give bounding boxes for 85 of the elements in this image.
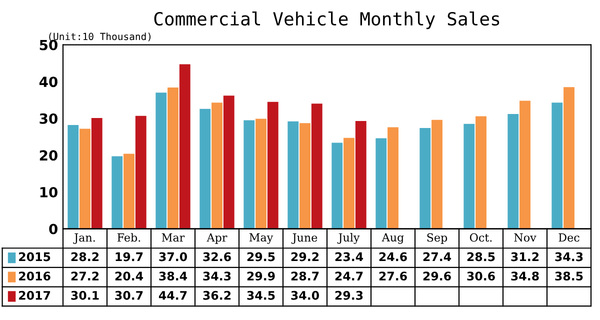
x-tick-label: Aug <box>382 233 404 244</box>
bar <box>300 123 310 229</box>
bar <box>476 116 486 229</box>
data-label: 30.1 <box>71 290 99 300</box>
bar <box>376 138 387 229</box>
x-tick-label: Sep <box>427 233 448 244</box>
x-tick-label: Oct. <box>470 233 492 242</box>
bar <box>388 127 398 229</box>
bar <box>135 116 146 229</box>
data-label: 29.3 <box>335 290 363 300</box>
bar <box>80 128 90 229</box>
y-tick-label: 30 <box>40 113 58 124</box>
data-label: 34.8 <box>511 272 539 281</box>
data-label: 31.2 <box>511 252 539 262</box>
legend-label: 2015 <box>19 252 50 262</box>
data-label: 34.3 <box>203 272 231 281</box>
data-label: 24.6 <box>379 252 407 262</box>
data-label: 28.7 <box>291 272 319 281</box>
bar <box>552 102 563 229</box>
x-tick-label: Jan. <box>73 233 95 244</box>
bar <box>564 87 574 229</box>
data-label: 29.5 <box>247 252 275 262</box>
data-label: 29.9 <box>247 272 275 281</box>
bar <box>344 138 354 229</box>
bar <box>332 142 343 229</box>
y-tick-label: 10 <box>40 186 58 198</box>
bar <box>520 100 530 229</box>
data-label: 28.5 <box>467 252 495 262</box>
bar <box>200 108 211 229</box>
bar <box>267 102 278 229</box>
y-tick-label: 20 <box>40 150 58 161</box>
data-label: 38.4 <box>159 272 188 281</box>
bar <box>91 118 102 229</box>
bar <box>212 102 222 229</box>
data-label: 27.2 <box>71 272 99 280</box>
bar <box>112 156 123 229</box>
data-label: 27.6 <box>379 272 407 281</box>
x-tick-label: Mar <box>162 233 185 242</box>
x-tick-label: July <box>337 233 360 244</box>
bar <box>508 114 519 229</box>
bar <box>168 87 178 229</box>
bar <box>223 96 234 229</box>
bar <box>124 154 134 229</box>
chart-title: Commercial Vehicle Monthly Sales <box>154 12 500 30</box>
data-label: 23.4 <box>335 252 364 262</box>
data-label: 19.7 <box>116 252 143 262</box>
bar <box>464 124 475 229</box>
y-tick-label: 50 <box>40 40 58 50</box>
data-label: 38.5 <box>555 272 583 281</box>
bar <box>288 121 299 229</box>
x-tick-label: Feb. <box>117 233 140 242</box>
data-label: 34.0 <box>291 290 319 300</box>
data-label: 28.2 <box>71 252 99 262</box>
bar <box>156 92 167 229</box>
y-tick-label: 0 <box>49 224 58 234</box>
bar <box>355 120 366 229</box>
data-label: 20.4 <box>115 272 144 281</box>
data-label: 29.2 <box>291 252 319 262</box>
data-label: 30.7 <box>115 290 143 300</box>
x-tick-label: Nov <box>514 233 536 242</box>
data-label: 27.4 <box>423 252 452 262</box>
data-label: 44.7 <box>158 291 187 300</box>
bar <box>256 118 266 229</box>
data-label: 34.3 <box>555 252 583 262</box>
bar <box>311 104 322 229</box>
bar <box>432 120 442 229</box>
bar <box>68 125 79 229</box>
data-label: 29.6 <box>423 272 451 281</box>
bar <box>179 64 190 229</box>
data-label: 24.7 <box>335 272 363 280</box>
x-tick-label: Dec <box>558 233 580 242</box>
bar <box>244 120 255 229</box>
x-tick-label: Apr <box>206 233 228 244</box>
legend-label: 2017 <box>19 290 50 300</box>
data-label: 37.0 <box>159 252 187 262</box>
x-tick-label: June <box>291 233 318 244</box>
data-label: 32.6 <box>203 252 231 262</box>
legend-label: 2016 <box>19 272 50 281</box>
text: (Unit:10 Thousand) <box>49 32 150 42</box>
y-tick-label: 40 <box>39 76 58 88</box>
bar <box>420 128 431 229</box>
x-tick-label: May <box>249 233 274 244</box>
data-label: 30.6 <box>467 272 495 281</box>
data-label: 36.2 <box>203 290 231 300</box>
data-label: 34.5 <box>247 290 275 300</box>
